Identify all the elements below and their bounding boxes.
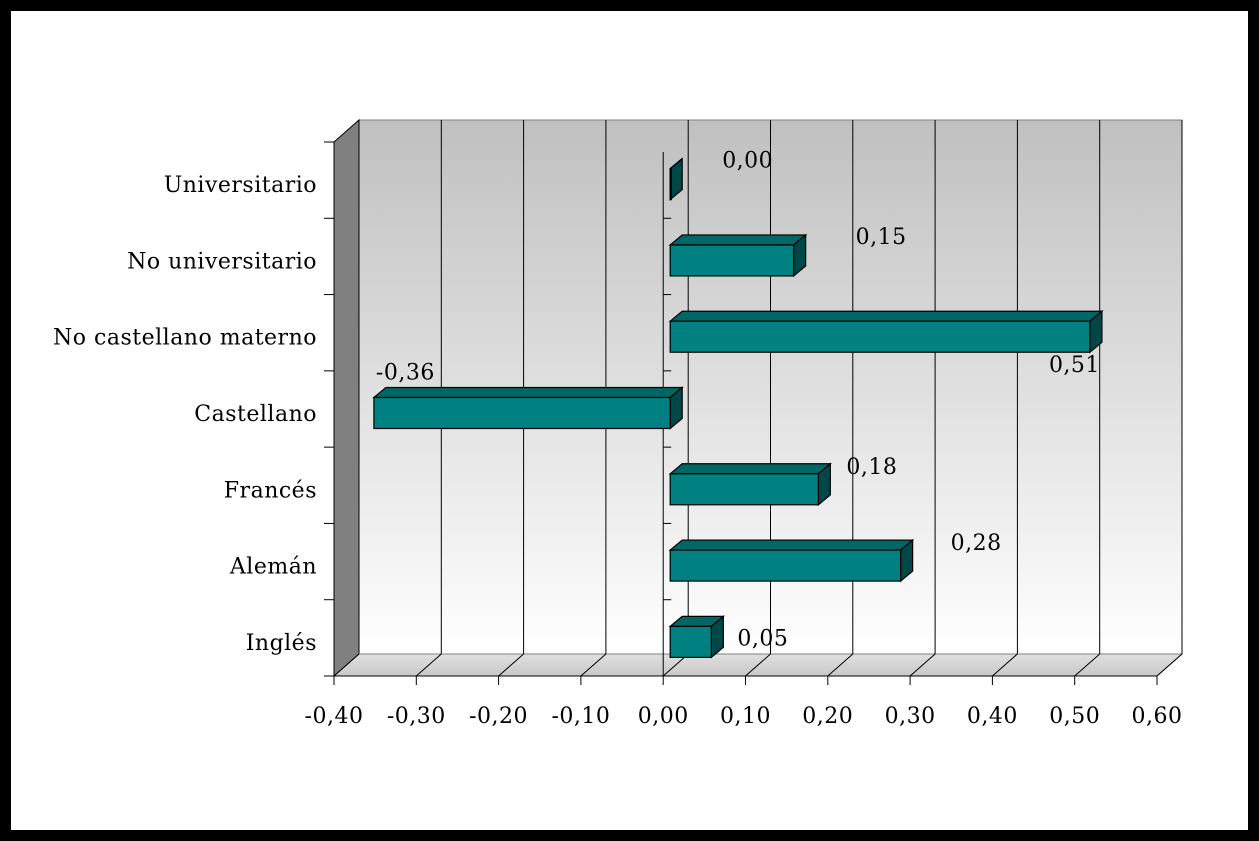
bar [668,462,832,507]
value-label: 0,15 [856,225,907,250]
value-label: -0,36 [376,361,435,386]
side-wall [333,118,360,678]
floor-gridline [415,653,442,677]
x-tick-label: -0,10 [551,704,610,729]
floor-gridline [1074,653,1101,677]
value-label: 0,00 [722,149,773,174]
bar-top-face [668,310,1104,322]
x-tick-label: 0,20 [802,704,853,729]
x-tick-label: -0,20 [469,704,528,729]
bar-chart: -0,40 -0,30 -0,20 -0,10 0,00 0,10 0,20 0,30 0,40… [53,118,1184,729]
bar [669,157,683,201]
x-tick-label: 0,60 [1132,704,1183,729]
x-tick-label: -0,30 [387,704,446,729]
bar-top-face [668,234,808,246]
category-label: Francés [224,478,317,503]
bar-front-face [373,396,671,430]
value-label: 0,05 [737,626,788,651]
value-label: 0,28 [951,531,1002,556]
x-tick-label: 0,10 [720,704,771,729]
x-tick-label: 0,40 [967,704,1018,729]
floor-gridline [333,653,360,677]
category-label: Universitario [164,173,317,198]
value-label: 0,18 [846,455,897,480]
floor-gridline [909,653,936,677]
bar [668,538,915,583]
bar-top-face [668,539,915,551]
floor-gridline [745,653,771,677]
bar [372,386,684,430]
bar-front-face [669,320,1091,353]
bar-front-face [669,473,819,506]
category-label: Alemán [229,555,317,580]
x-tick-label: 0,00 [638,704,689,729]
x-tick-label: -0,40 [305,704,364,729]
value-label: 0,51 [1049,353,1100,378]
category-label: Inglés [246,631,317,656]
bar [668,309,1104,354]
category-label: Castellano [194,402,317,427]
floor-gridline [498,653,524,677]
bar [668,233,808,278]
bar-front-face [669,549,902,582]
bar-top-face [372,386,684,399]
floor-gridline [992,653,1018,677]
floor-gridline [1156,653,1183,677]
x-tick-label: 0,50 [1049,704,1100,729]
bar-front-face [669,168,672,201]
bar-top-face [668,463,832,475]
category-label: No universitario [127,249,317,274]
floor-gridline [827,653,854,677]
bar [668,615,726,659]
bar-front-face [669,244,795,277]
floor-gridline [580,653,607,677]
bar-front-face [669,625,712,658]
category-label: No castellano materno [53,326,317,351]
x-tick-label: 0,30 [885,704,936,729]
